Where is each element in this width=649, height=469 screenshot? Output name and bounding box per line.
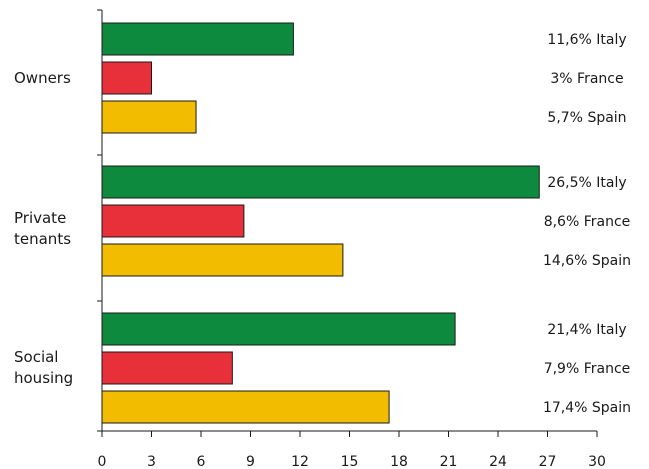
category-label-social-housing: Social housing [14,348,74,387]
bar-value-label: 5,7% Spain [547,110,626,126]
bar-france-0 [101,61,152,95]
bar-france-2 [101,351,233,385]
bar-france-1 [101,204,245,238]
bar-italy-2 [101,312,456,346]
x-tick-label: 6 [197,454,206,469]
x-tick-label: 15 [341,454,359,469]
bar-value-label: 21,4% Italy [547,322,626,338]
x-tick-label: 0 [98,454,107,469]
x-tick-label: 12 [291,454,309,469]
bar-spain-1 [101,243,344,277]
x-tick-label: 27 [539,454,557,469]
x-tick-label: 30 [588,454,606,469]
bar-value-label: 8,6% France [544,214,631,230]
bar-spain-2 [101,390,390,424]
x-tick-label: 9 [246,454,255,469]
bar-value-label: 26,5% Italy [547,175,626,191]
bar-value-label: 14,6% Spain [543,253,631,269]
x-tick-label: 18 [390,454,408,469]
bar-spain-0 [101,100,197,134]
category-label-owners: Owners [14,69,71,87]
bar-italy-0 [101,22,294,56]
bar-italy-1 [101,165,540,199]
bar-value-label: 17,4% Spain [543,400,631,416]
bar-value-label: 7,9% France [544,361,631,377]
bar-value-label: 11,6% Italy [547,32,626,48]
x-tick-label: 21 [440,454,458,469]
bar-value-label: 3% France [550,71,623,87]
x-tick-label: 24 [489,454,507,469]
category-label-private-tenants: Private tenants [14,209,72,248]
x-tick-label: 3 [147,454,156,469]
